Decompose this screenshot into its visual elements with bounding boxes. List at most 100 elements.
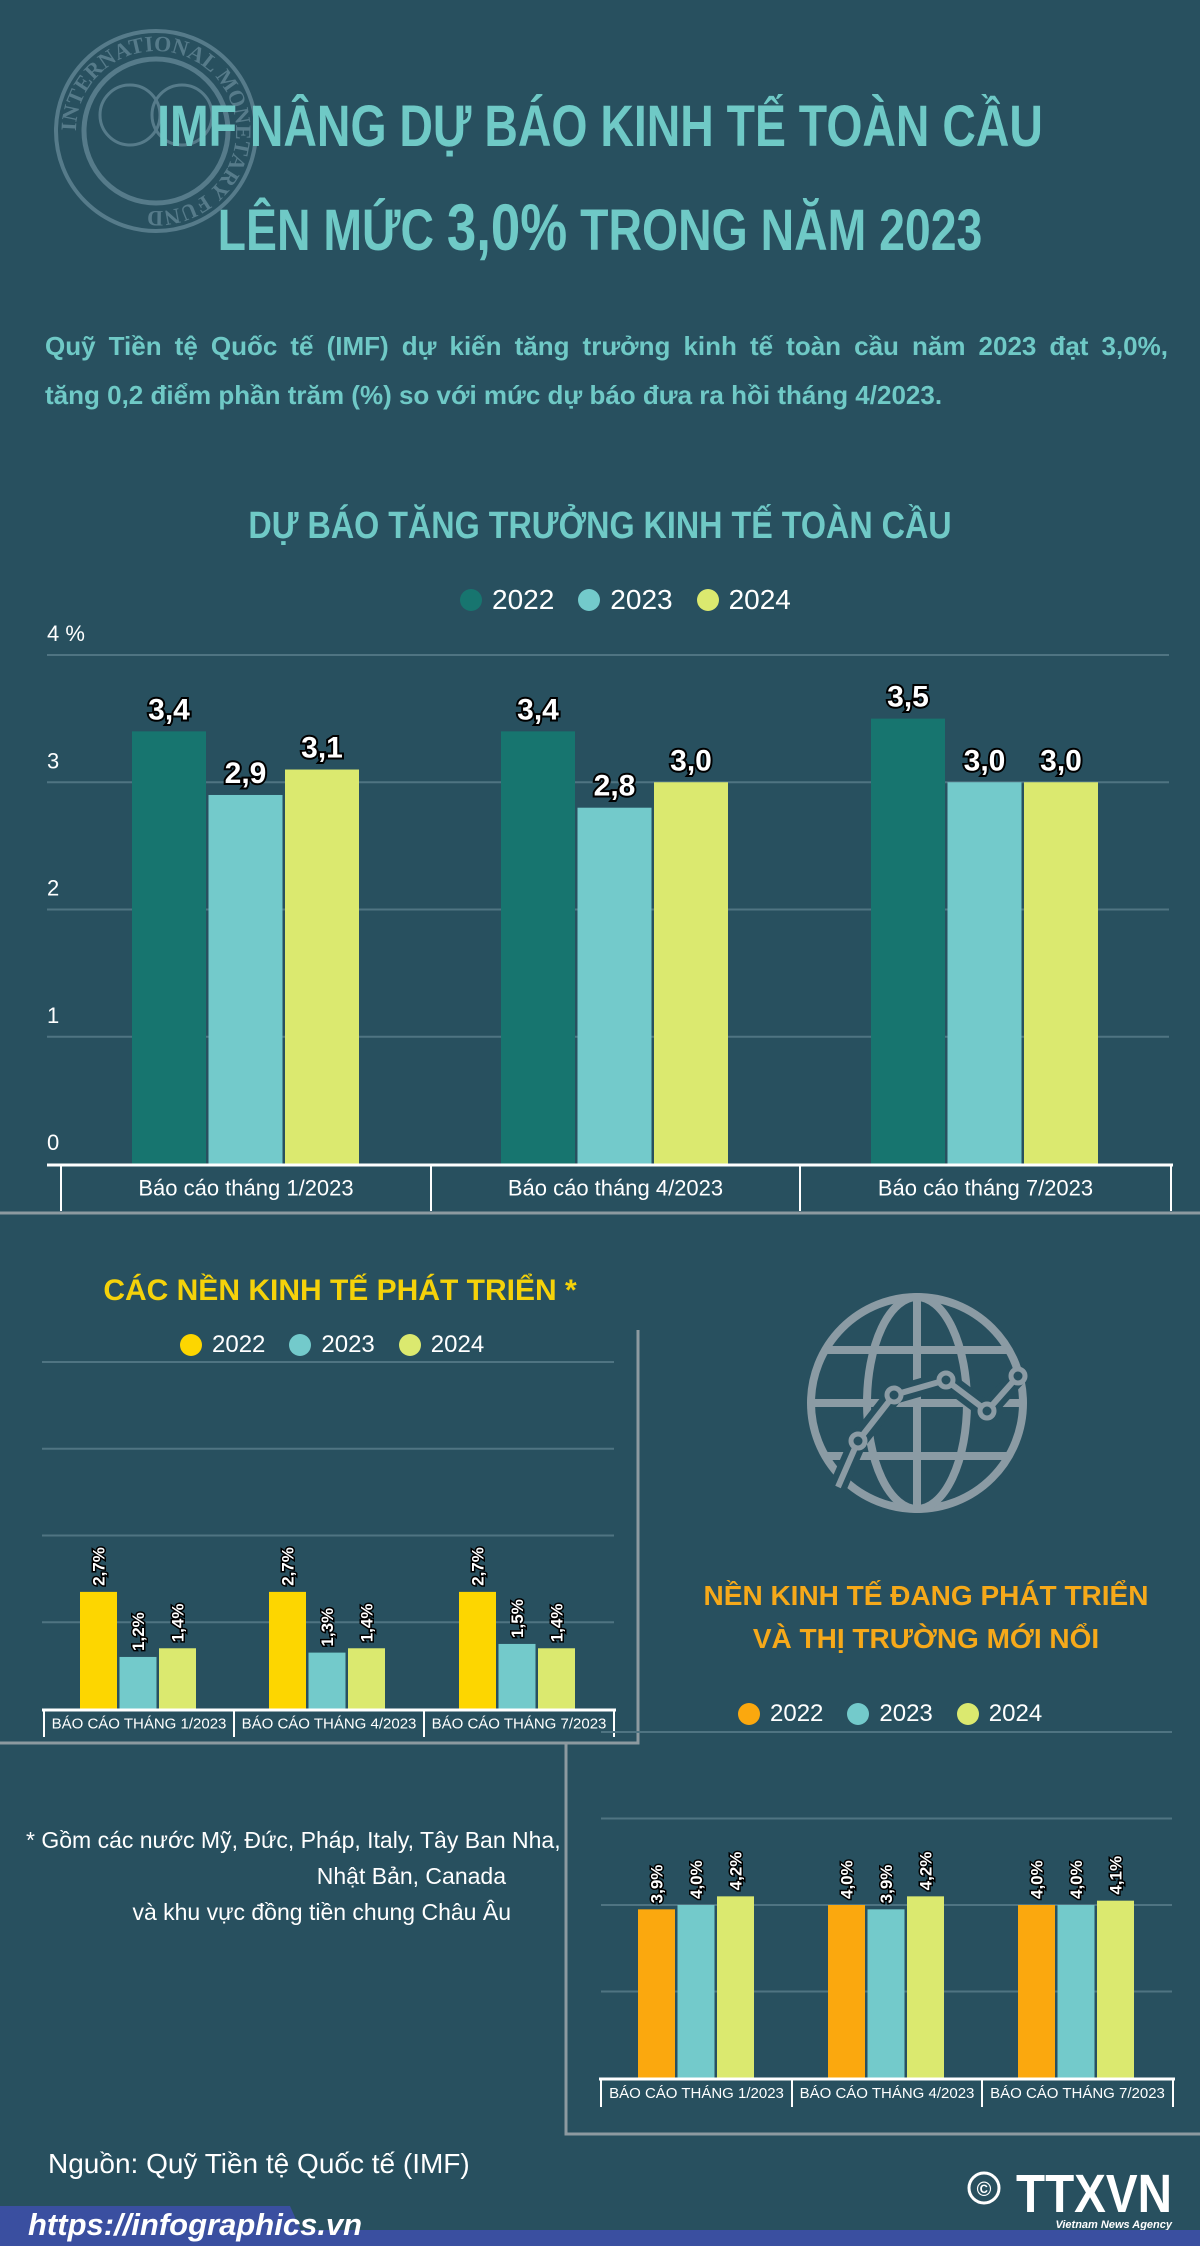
legend-label-2022: 2022	[770, 1700, 824, 1727]
legend-label-2023: 2023	[879, 1700, 933, 1727]
advanced-chart: 2,7% 2,7% 2,7% 1,2% 1,3% 1,5% 1,4% 1,4% 1,4% BÁO …	[42, 1361, 616, 1737]
bar-2022	[459, 1591, 496, 1709]
title-prefix: LÊN MỨC	[217, 198, 447, 263]
category-label: BÁO CÁO THÁNG 4/2023	[242, 1715, 417, 1732]
y-tick-label: 2	[47, 876, 59, 901]
legend-dot-2022	[738, 1703, 760, 1725]
bar-2022	[80, 1591, 117, 1709]
legend-dot-2022	[180, 1334, 202, 1356]
bar-2023	[577, 807, 652, 1164]
legend-dot-2024	[696, 589, 719, 611]
value-label: 4,0%	[838, 1860, 857, 1899]
value-label: 4,0%	[1067, 1860, 1086, 1899]
value-label: 3,0	[964, 744, 1006, 777]
value-label: 3,9%	[648, 1865, 667, 1904]
bar-2023	[677, 1905, 715, 2078]
global-chart-title: DỰ BÁO TĂNG TRƯỞNG KINH TẾ TOÀN CẦU	[248, 505, 952, 547]
value-label: 1,4%	[548, 1604, 567, 1643]
emerging-title-line1: NỀN KINH TẾ ĐANG PHÁT TRIỂN	[703, 1580, 1149, 1611]
y-tick-label: 3	[47, 748, 59, 773]
value-label: 3,5	[887, 681, 929, 714]
page-title-line1: IMF NÂNG DỰ BÁO KINH TẾ TOÀN CẦU	[157, 94, 1043, 159]
value-label: 1,2%	[129, 1612, 148, 1651]
footer-band	[0, 2230, 1200, 2246]
category-label: BÁO CÁO THÁNG 1/2023	[609, 2085, 784, 2102]
value-label: 4,0%	[1028, 1860, 1047, 1899]
bar-2024	[907, 1896, 944, 2078]
legend-label-2023: 2023	[321, 1331, 375, 1358]
legend-dot-2023	[289, 1334, 312, 1356]
y-tick-label: 0	[47, 1130, 59, 1155]
bar-2022	[871, 718, 945, 1164]
bar-2023	[1057, 1905, 1095, 2078]
legend-label-2023: 2023	[610, 584, 673, 615]
bar-2022	[1018, 1905, 1055, 2078]
bar-2024	[1097, 1900, 1134, 2078]
value-label: 2,7%	[279, 1547, 298, 1586]
legend-label-2022: 2022	[212, 1331, 266, 1358]
value-label: 3,0	[670, 744, 712, 777]
bar-2024	[285, 769, 359, 1164]
value-label: 1,3%	[318, 1608, 337, 1647]
title-suffix: TRONG NĂM 2023	[567, 198, 983, 263]
y-tick-label: 1	[47, 1003, 59, 1028]
globe-chart-icon	[807, 1293, 1028, 1513]
source-note: Nguồn: Quỹ Tiền tệ Quốc tế (IMF)	[48, 2148, 470, 2179]
value-label: 2,7%	[90, 1547, 109, 1586]
bar-2024	[717, 1896, 754, 2078]
value-label: 4,1%	[1107, 1856, 1126, 1895]
bar-2022	[501, 731, 575, 1164]
advanced-chart-title: CÁC NỀN KINH TẾ PHÁT TRIỂN *	[103, 1274, 577, 1307]
footnote-line3: và khu vực đồng tiền chung Châu Âu	[132, 1899, 511, 1925]
svg-text:TTXVN: TTXVN	[1016, 2164, 1172, 2224]
value-label: 1,4%	[358, 1604, 377, 1643]
footnote-line2: Nhật Bản, Canada	[316, 1863, 506, 1889]
value-label: 3,1	[301, 732, 343, 765]
legend-label-2022: 2022	[492, 584, 555, 615]
footer-url-tab	[0, 2206, 300, 2246]
value-label: 3,0	[1040, 744, 1082, 777]
value-label: 3,4	[517, 693, 559, 726]
value-label: 3,9%	[877, 1865, 896, 1904]
legend-dot-2022	[460, 589, 482, 611]
category-label: BÁO CÁO THÁNG 1/2023	[52, 1715, 227, 1732]
svg-text:©: ©	[977, 2179, 992, 2201]
legend-dot-2023	[847, 1703, 870, 1725]
emerging-title-line2: VÀ THỊ TRƯỜNG MỚI NỔI	[752, 1623, 1100, 1654]
value-label: 1,5%	[508, 1599, 527, 1638]
bar-2023	[498, 1643, 536, 1709]
legend-dot-2024	[956, 1703, 979, 1725]
footnote: * Gồm các nước Mỹ, Đức, Pháp, Italy, Tây…	[26, 1822, 561, 1930]
section-dividers	[0, 1211, 1200, 2136]
legend-label-2024: 2024	[988, 1700, 1043, 1727]
title-highlight-value: 3,0%	[446, 190, 568, 264]
svg-text:Vietnam News Agency: Vietnam News Agency	[1055, 2219, 1172, 2231]
emerging-chart-title: NỀN KINH TẾ ĐANG PHÁT TRIỂN VÀ THỊ TRƯỜN…	[626, 1574, 1200, 1660]
category-label: BÁO CÁO THÁNG 4/2023	[800, 2085, 975, 2102]
bar-2022	[638, 1909, 675, 2078]
bar-2023	[947, 782, 1022, 1164]
website-link[interactable]: https://infographics.vn	[28, 2207, 363, 2242]
global-legend: 2022 2023 2024	[460, 584, 805, 616]
bar-2024	[538, 1648, 575, 1709]
value-label: 2,8	[594, 770, 636, 803]
category-label: Báo cáo tháng 1/2023	[138, 1175, 353, 1200]
category-label: BÁO CÁO THÁNG 7/2023	[990, 2085, 1165, 2102]
value-label: 2,9	[225, 757, 267, 790]
bar-2023	[208, 794, 283, 1164]
legend-dot-2023	[578, 589, 601, 611]
footnote-line1: * Gồm các nước Mỹ, Đức, Pháp, Italy, Tây…	[26, 1827, 561, 1853]
bar-2023	[308, 1652, 346, 1709]
bar-2022	[269, 1591, 306, 1709]
category-label: BÁO CÁO THÁNG 7/2023	[432, 1715, 607, 1732]
legend-label-2024: 2024	[728, 584, 791, 615]
category-label: Báo cáo tháng 7/2023	[878, 1175, 1093, 1200]
emerging-chart: 3,9% 4,0% 4,0% 4,0% 3,9% 4,0% 4,2% 4,2% 4,1% BÁO …	[599, 1731, 1175, 2107]
bar-2023	[867, 1909, 905, 2078]
bar-2024	[654, 782, 728, 1164]
bar-2023	[119, 1656, 157, 1709]
legend-dot-2024	[398, 1334, 421, 1356]
value-label: 3,4	[148, 693, 190, 726]
value-label: 4,2%	[917, 1852, 936, 1891]
bar-2024	[348, 1648, 385, 1709]
